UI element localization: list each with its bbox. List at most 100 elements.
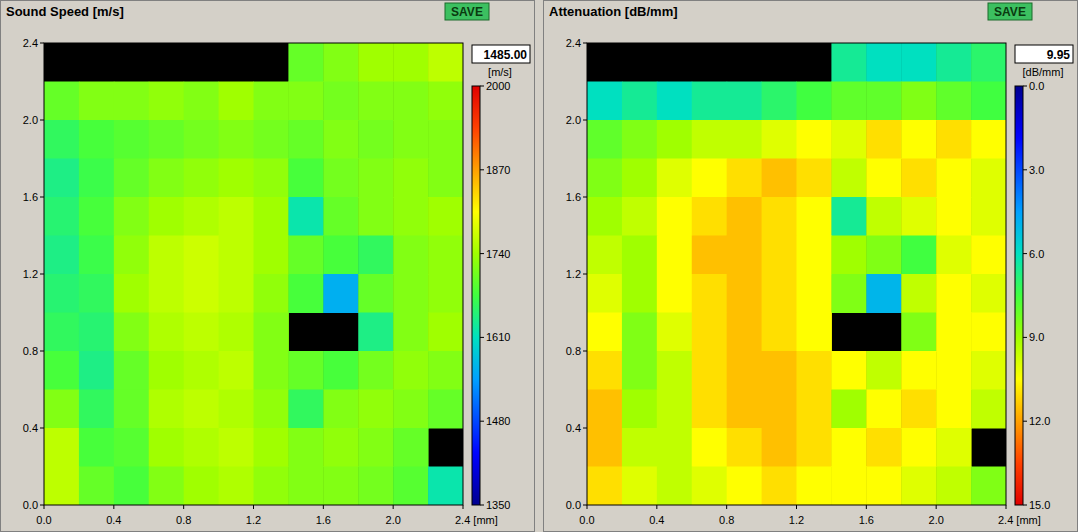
x-tick [656,505,657,509]
y-tick-label: 0.0 [23,499,38,511]
heatmap-cell [936,82,971,121]
y-tick [583,120,587,121]
heatmap-cell [727,274,762,313]
heatmap-cell [831,351,866,390]
y-tick-label: 0.0 [566,499,581,511]
x-tick [726,505,727,509]
save-button-label[interactable]: SAVE [451,5,483,19]
page: Sound Speed [m/s]SAVE0.00.40.81.21.62.02… [0,0,1078,532]
x-tick [936,505,937,509]
heatmap-cell [44,197,79,236]
heatmap-cell [428,274,463,313]
heatmap-cell [692,351,727,390]
heatmap-cell [622,390,657,429]
heatmap-cell [831,120,866,159]
heatmap-cell [936,197,971,236]
heatmap-cell [657,390,692,429]
heatmap-cell [901,390,936,429]
heatmap-cell [762,467,797,506]
heatmap-cell [727,467,762,506]
heatmap-cell [44,428,79,467]
heatmap-cell [254,120,289,159]
heatmap-cell [114,82,149,121]
heatmap-cells [44,43,463,505]
colorbar-tick-label: 1870 [486,164,510,176]
readout-box [472,45,530,63]
heatmap-cell [866,351,901,390]
heatmap-cell [797,428,832,467]
heatmap-cell [114,351,149,390]
x-tick [113,505,114,509]
heatmap-cell [936,351,971,390]
heatmap-cell [831,197,866,236]
heatmap-cell [692,274,727,313]
colorbar-tick-label: 0.0 [1029,80,1044,92]
heatmap-cell [587,390,622,429]
heatmap-cell [79,390,114,429]
heatmap-cell [184,351,219,390]
x-tick-label: 2.4 [mm] [998,514,1041,526]
heatmap-cell [219,467,254,506]
heatmap-cell [44,82,79,121]
heatmap-cell [936,274,971,313]
heatmap-cell [657,313,692,352]
heatmap-cell [622,82,657,121]
heatmap-cell [901,313,936,352]
heatmap-cell [79,197,114,236]
colorbar-tick [480,421,484,422]
heatmap-cell [114,236,149,275]
heatmap-cell [692,428,727,467]
heatmap-cell [622,313,657,352]
heatmap-cell [428,159,463,198]
heatmap-cell [831,428,866,467]
heatmap-cell [866,390,901,429]
save-button[interactable] [445,3,489,20]
heatmap-cell [901,159,936,198]
heatmap-cell [323,428,358,467]
save-button[interactable] [988,3,1032,20]
heatmap-cell [149,120,184,159]
heatmap-cell [79,120,114,159]
colorbar-tick [480,169,484,170]
heatmap-cell [587,82,622,121]
y-tick [40,274,44,275]
heatmap-cell [184,467,219,506]
panel-frame [1,1,535,532]
colorbar-tick-label: 6.0 [1029,248,1044,260]
heatmap-cell [219,159,254,198]
heatmap-cell [44,351,79,390]
heatmap-cell [79,467,114,506]
heatmap-cell [184,390,219,429]
heatmap-cell [393,120,428,159]
heatmap-cell [936,236,971,275]
heatmap-cell [692,159,727,198]
y-tick [40,43,44,44]
heatmap-cell [762,236,797,275]
heatmap-cell [762,390,797,429]
heatmap-cell [797,351,832,390]
panel-title: Attenuation [dB/mm] [549,4,678,19]
heatmap-cell [727,159,762,198]
save-button-label[interactable]: SAVE [994,5,1026,19]
x-tick-label: 2.0 [386,514,401,526]
heatmap-cell [393,428,428,467]
heatmap-cell [114,390,149,429]
heatmap-cell [288,43,323,82]
heatmap-cell [901,43,936,82]
heatmap-cell [393,467,428,506]
heatmap-cell [866,120,901,159]
x-tick [393,505,394,509]
heatmap-cell [762,120,797,159]
panel: Attenuation [dB/mm]SAVE0.00.40.81.21.62.… [544,1,1078,532]
heatmap-cell [358,428,393,467]
heatmap-cell [727,313,762,352]
heatmap-cell [936,390,971,429]
heatmap-cell [323,197,358,236]
heatmap-cell [254,428,289,467]
heatmap-cell [219,274,254,313]
heatmap-cell [587,428,622,467]
heatmap-cell [254,236,289,275]
heatmap-cell [797,120,832,159]
heatmap-cell [727,428,762,467]
heatmap-cell [866,82,901,121]
